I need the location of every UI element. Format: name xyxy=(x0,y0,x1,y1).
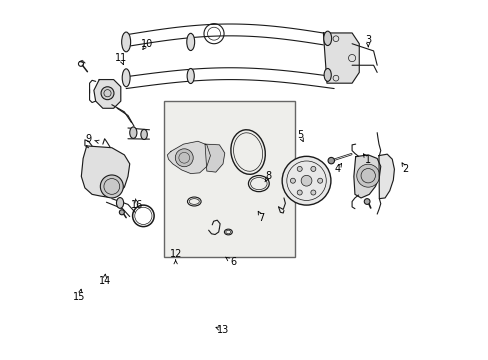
Polygon shape xyxy=(81,146,129,197)
Polygon shape xyxy=(167,141,210,174)
Circle shape xyxy=(317,178,322,183)
Circle shape xyxy=(301,175,311,186)
Ellipse shape xyxy=(122,32,130,52)
Text: 3: 3 xyxy=(365,35,370,45)
Text: 16: 16 xyxy=(130,200,143,210)
Text: 4: 4 xyxy=(334,164,340,174)
Text: 10: 10 xyxy=(141,39,153,49)
Polygon shape xyxy=(378,154,394,199)
Circle shape xyxy=(356,164,379,187)
Text: 7: 7 xyxy=(258,213,264,222)
Circle shape xyxy=(290,178,295,183)
Ellipse shape xyxy=(141,130,147,139)
Circle shape xyxy=(310,190,315,195)
Text: 15: 15 xyxy=(73,292,85,302)
Text: 14: 14 xyxy=(98,276,111,286)
Polygon shape xyxy=(94,80,121,108)
Ellipse shape xyxy=(186,33,194,50)
Circle shape xyxy=(297,166,302,171)
Text: 1: 1 xyxy=(365,155,370,165)
Polygon shape xyxy=(323,33,359,83)
Polygon shape xyxy=(353,155,380,198)
Circle shape xyxy=(100,175,123,198)
Ellipse shape xyxy=(116,198,123,208)
Ellipse shape xyxy=(323,31,331,45)
Polygon shape xyxy=(204,144,224,172)
Ellipse shape xyxy=(129,127,137,138)
Text: 8: 8 xyxy=(265,171,271,181)
Bar xyxy=(163,101,294,257)
Circle shape xyxy=(175,149,193,167)
Text: 11: 11 xyxy=(114,53,127,63)
Circle shape xyxy=(310,166,315,171)
Text: 13: 13 xyxy=(216,325,229,335)
Text: 5: 5 xyxy=(296,130,303,140)
Circle shape xyxy=(101,87,114,100)
Text: 2: 2 xyxy=(402,164,408,174)
Circle shape xyxy=(327,157,334,164)
Ellipse shape xyxy=(324,68,330,81)
Ellipse shape xyxy=(187,68,194,84)
Ellipse shape xyxy=(122,69,130,87)
Text: 6: 6 xyxy=(229,257,236,267)
Text: 9: 9 xyxy=(85,134,91,144)
Circle shape xyxy=(119,210,124,215)
Circle shape xyxy=(297,190,302,195)
Text: 12: 12 xyxy=(169,248,182,258)
Circle shape xyxy=(282,156,330,205)
Circle shape xyxy=(364,199,369,204)
